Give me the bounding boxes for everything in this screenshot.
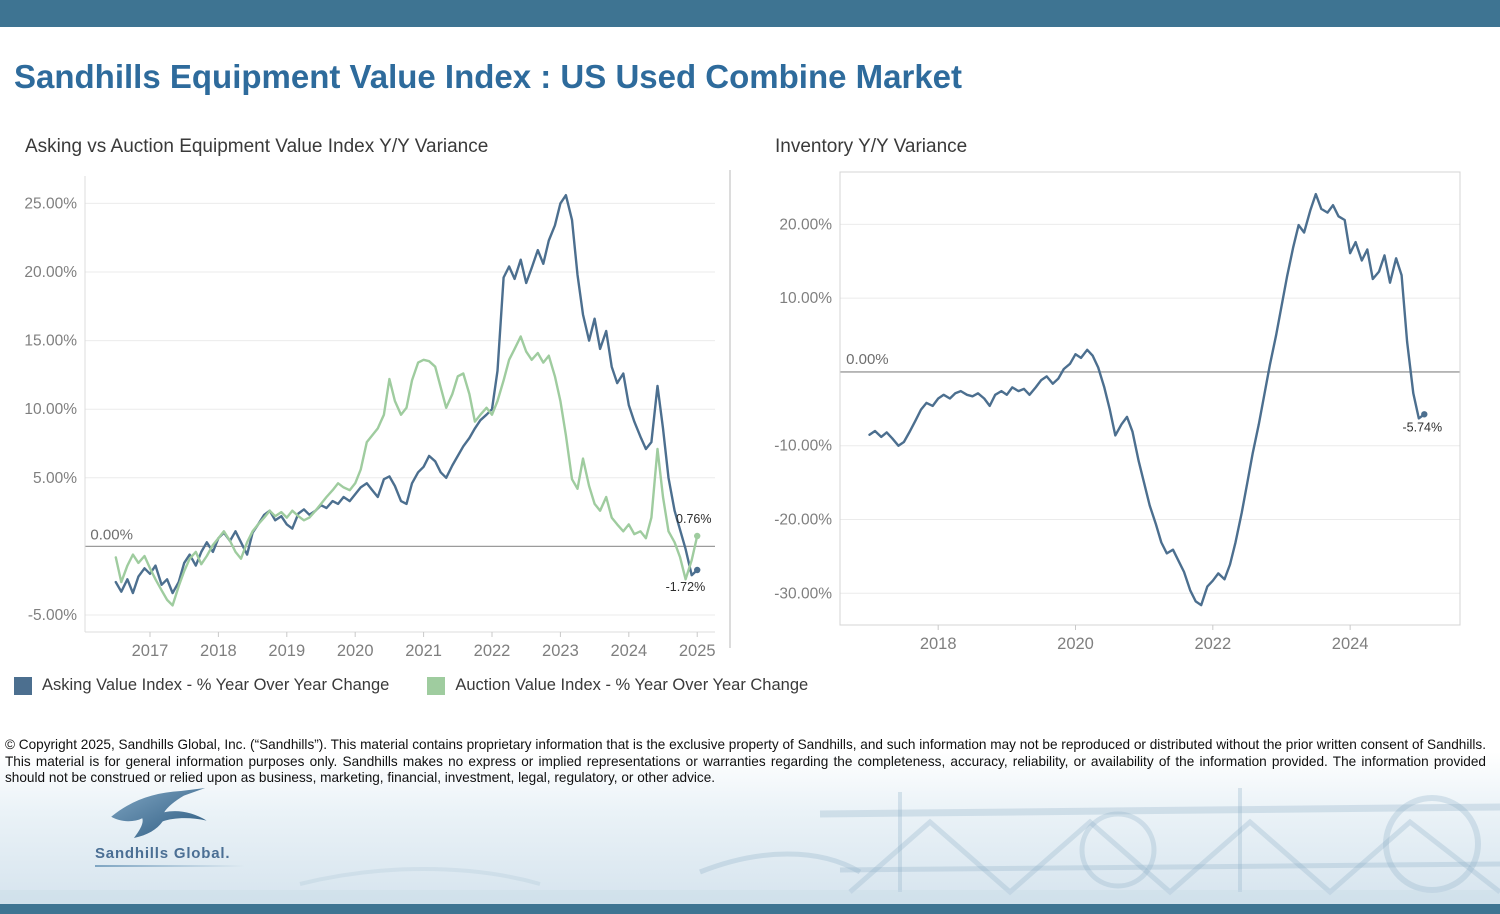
svg-text:2019: 2019 bbox=[268, 642, 305, 660]
svg-text:10.00%: 10.00% bbox=[779, 290, 832, 307]
svg-text:25.00%: 25.00% bbox=[24, 195, 77, 212]
svg-text:2024: 2024 bbox=[1332, 635, 1369, 653]
svg-text:2024: 2024 bbox=[610, 642, 647, 660]
footer-background-image bbox=[0, 752, 1500, 904]
svg-text:0.00%: 0.00% bbox=[846, 351, 889, 368]
svg-text:5.00%: 5.00% bbox=[33, 470, 77, 487]
svg-text:20.00%: 20.00% bbox=[24, 264, 77, 281]
legend-item-asking: Asking Value Index - % Year Over Year Ch… bbox=[14, 676, 389, 695]
legend-item-auction: Auction Value Index - % Year Over Year C… bbox=[427, 676, 808, 695]
svg-text:2018: 2018 bbox=[200, 642, 237, 660]
svg-text:2022: 2022 bbox=[1194, 635, 1231, 653]
logo-underline bbox=[95, 865, 245, 867]
asking-series-swatch-icon bbox=[14, 676, 32, 695]
svg-text:-30.00%: -30.00% bbox=[774, 585, 832, 602]
logo-wordmark: Sandhills Global. bbox=[95, 845, 231, 862]
svg-text:0.76%: 0.76% bbox=[676, 512, 711, 526]
chart-legend: Asking Value Index - % Year Over Year Ch… bbox=[14, 676, 808, 695]
bottom-accent-bar bbox=[0, 904, 1500, 914]
svg-text:2017: 2017 bbox=[132, 642, 169, 660]
svg-text:20.00%: 20.00% bbox=[779, 216, 832, 233]
asking-auction-chart-title: Asking vs Auction Equipment Value Index … bbox=[25, 136, 489, 157]
svg-text:0.00%: 0.00% bbox=[90, 526, 133, 543]
svg-text:2021: 2021 bbox=[405, 642, 442, 660]
svg-text:-10.00%: -10.00% bbox=[774, 438, 832, 455]
top-accent-bar bbox=[0, 0, 1500, 27]
svg-text:-5.00%: -5.00% bbox=[28, 607, 77, 624]
crane-icon bbox=[111, 788, 207, 838]
svg-text:15.00%: 15.00% bbox=[24, 333, 77, 350]
svg-text:2023: 2023 bbox=[542, 642, 579, 660]
inventory-chart-title: Inventory Y/Y Variance bbox=[775, 136, 968, 157]
svg-text:2020: 2020 bbox=[1057, 635, 1094, 653]
copyright-text: © Copyright 2025, Sandhills Global, Inc.… bbox=[5, 737, 1486, 786]
svg-text:2022: 2022 bbox=[474, 642, 511, 660]
inventory-chart: 20.00% 10.00% -10.00% -20.00% -30.00% 2018 202… bbox=[770, 166, 1476, 668]
legend-label-auction: Auction Value Index - % Year Over Year C… bbox=[455, 676, 809, 694]
combine-silhouette-decoration bbox=[0, 788, 1500, 904]
svg-text:-5.74%: -5.74% bbox=[1402, 420, 1442, 434]
svg-text:2020: 2020 bbox=[337, 642, 374, 660]
asking-auction-chart: 25.00% 20.00% 15.00% 10.00% 5.00% -5.00% 2017 2… bbox=[0, 168, 730, 670]
sandhills-global-logo: Sandhills Global. bbox=[95, 788, 285, 867]
page-title: Sandhills Equipment Value Index : US Use… bbox=[14, 58, 963, 96]
svg-text:-1.72%: -1.72% bbox=[666, 580, 706, 594]
svg-text:-20.00%: -20.00% bbox=[774, 511, 832, 528]
svg-text:10.00%: 10.00% bbox=[24, 401, 77, 418]
legend-label-asking: Asking Value Index - % Year Over Year Ch… bbox=[42, 676, 390, 694]
chart-divider bbox=[729, 170, 731, 648]
svg-text:2018: 2018 bbox=[920, 635, 957, 653]
auction-series-swatch-icon bbox=[427, 676, 446, 695]
svg-text:2025: 2025 bbox=[679, 642, 716, 660]
